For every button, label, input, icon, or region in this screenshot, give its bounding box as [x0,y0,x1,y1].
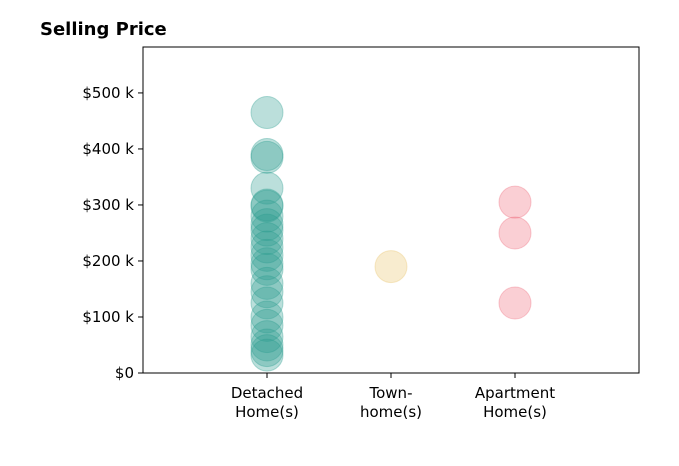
data-point [250,266,284,300]
data-point [250,308,284,342]
x-category-label: Apartment Home(s) [475,384,555,421]
data-point [250,252,284,286]
x-category-label-line: Home(s) [483,403,547,421]
x-category-label-line: Detached [231,384,303,402]
data-point [250,247,284,281]
data-point [250,138,284,172]
data-point [250,230,284,264]
x-category-label-line: Home(s) [235,403,299,421]
y-tick-label: $0 [115,364,134,382]
x-category-label: Detached Home(s) [231,384,303,421]
data-point [250,188,284,222]
chart-title: Selling Price [40,19,167,40]
y-tick-label: $300 k [82,196,134,214]
data-point [250,238,284,272]
data-point [498,185,532,219]
data-point [250,171,284,205]
x-axis: Detached Home(s)Town-home(s)Apartment Home… [231,373,555,421]
data-point [498,286,532,320]
data-point [250,334,284,368]
plot-frame [142,46,640,374]
y-tick-label: $500 k [82,84,134,102]
data-point [250,208,284,242]
y-tick-label: $400 k [82,140,134,158]
data-point [250,96,284,130]
x-category-label-line: Town- [369,384,413,402]
data-point [250,140,284,174]
y-tick-label: $100 k [82,308,134,326]
data-point [250,199,284,233]
data-point [250,328,284,362]
x-category-label-line: home(s) [360,403,422,421]
x-category-label-line: Apartment [475,384,555,402]
data-point [250,189,284,223]
points-layer [250,96,532,372]
data-point [250,213,284,247]
data-point [250,338,284,372]
data-point [250,222,284,256]
x-category-label: Town-home(s) [360,384,422,421]
data-point [374,250,408,284]
data-point [250,286,284,320]
data-point [250,275,284,309]
data-point [250,320,284,354]
y-tick-label: $200 k [82,252,134,270]
data-point [250,300,284,334]
data-point [498,216,532,250]
y-axis: $0 $100 k $200 k $300 k $400 k $500 k [82,84,143,382]
